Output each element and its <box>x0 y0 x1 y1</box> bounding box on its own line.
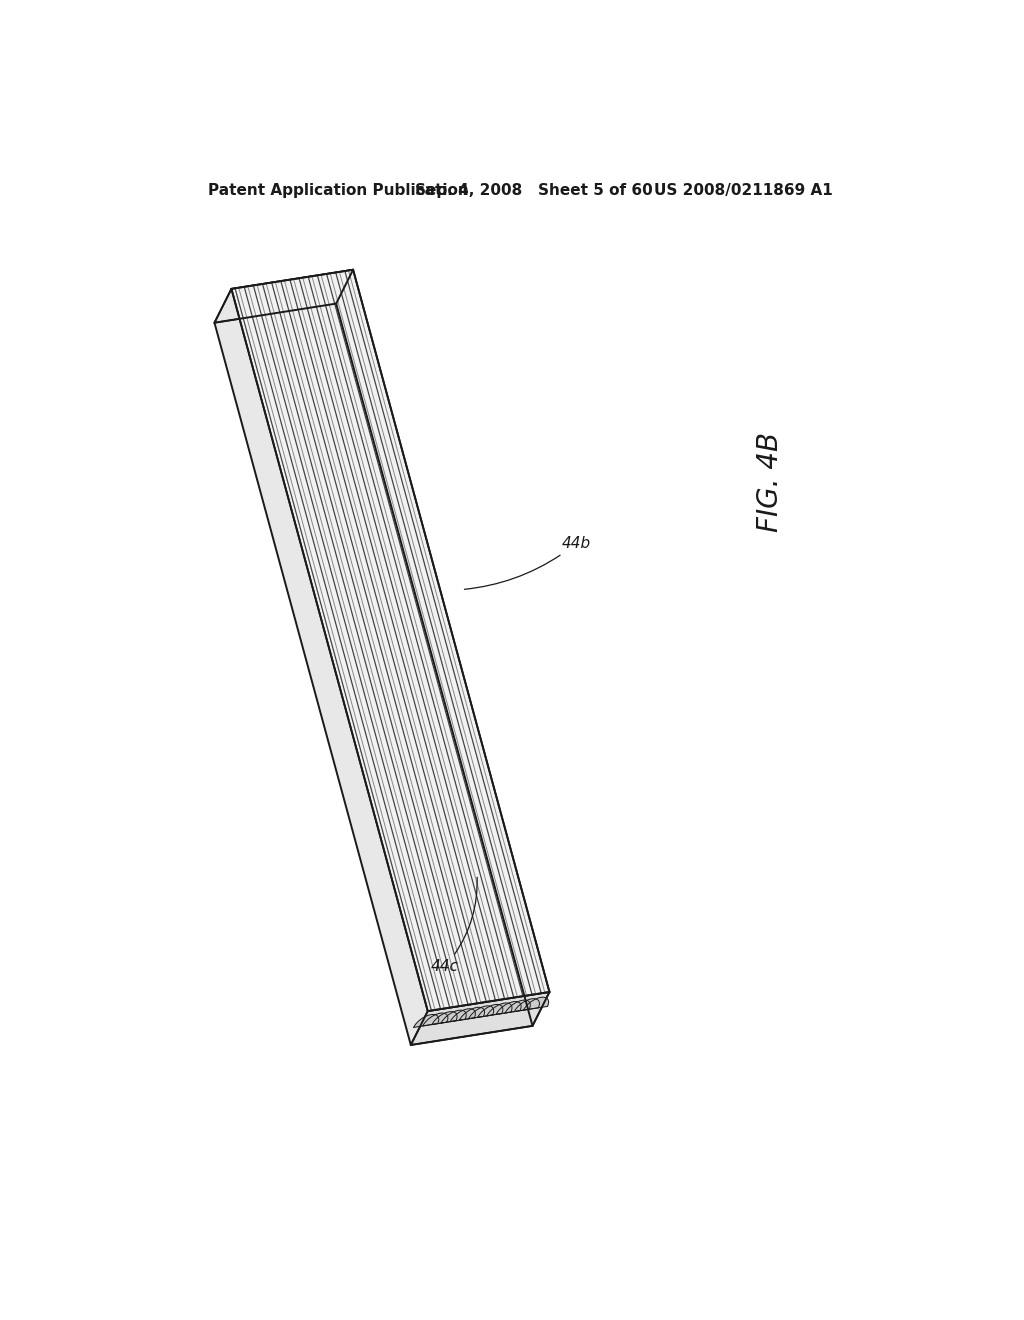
Text: 44c: 44c <box>431 878 477 974</box>
Text: Sep. 4, 2008   Sheet 5 of 60: Sep. 4, 2008 Sheet 5 of 60 <box>416 183 653 198</box>
Polygon shape <box>423 1012 447 1026</box>
Polygon shape <box>523 997 549 1010</box>
Polygon shape <box>478 1005 503 1018</box>
Polygon shape <box>414 1015 438 1027</box>
Polygon shape <box>214 304 532 1045</box>
Polygon shape <box>441 1010 466 1023</box>
Text: Patent Application Publication: Patent Application Publication <box>208 183 468 198</box>
Polygon shape <box>214 269 353 322</box>
Text: US 2008/0211869 A1: US 2008/0211869 A1 <box>654 183 833 198</box>
Text: FIG. 4B: FIG. 4B <box>756 432 783 532</box>
Polygon shape <box>496 1002 521 1015</box>
Polygon shape <box>451 1008 475 1022</box>
Polygon shape <box>469 1006 494 1019</box>
Text: 44b: 44b <box>465 536 591 589</box>
Polygon shape <box>460 1007 484 1020</box>
Polygon shape <box>432 1011 457 1024</box>
Polygon shape <box>514 999 540 1011</box>
Polygon shape <box>486 1003 512 1016</box>
Polygon shape <box>505 1001 530 1012</box>
Polygon shape <box>411 993 550 1045</box>
Polygon shape <box>231 269 550 1011</box>
